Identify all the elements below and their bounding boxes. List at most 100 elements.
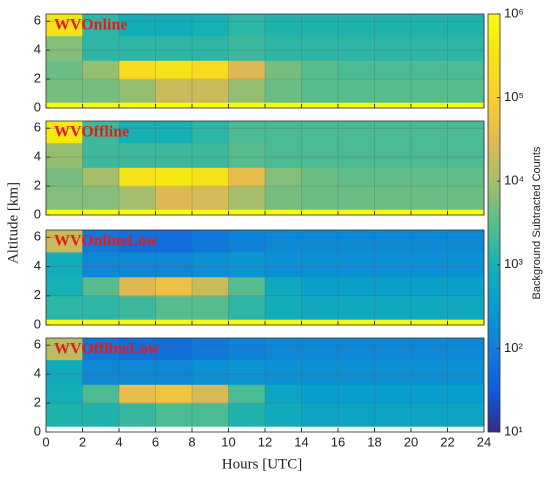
heatmap-cell (155, 186, 193, 210)
heatmap-cell (82, 35, 120, 61)
heatmap-cell (228, 167, 266, 187)
heatmap-cell (338, 276, 375, 297)
heatmap-cell (374, 319, 412, 326)
heatmap-cell (192, 359, 229, 385)
heatmap-cell (338, 295, 375, 320)
heatmap-cell (192, 79, 229, 103)
heatmap-cell (46, 230, 83, 253)
heatmap-cell (374, 251, 412, 278)
colorbar-label: Background Subtracted Counts (531, 146, 543, 299)
heatmap-cell (82, 14, 120, 37)
heatmap-cell (82, 121, 120, 144)
heatmap-cell (301, 35, 339, 61)
heatmap-cell (265, 79, 302, 103)
heatmap-cell (338, 251, 375, 278)
heatmap-cell (82, 295, 120, 320)
heatmap-cell (228, 384, 266, 404)
heatmap-cell (82, 276, 120, 297)
heatmap-cell (301, 102, 339, 109)
heatmap-cell (82, 186, 120, 210)
heatmap-cell (301, 186, 339, 210)
heatmap-cell (301, 276, 339, 297)
colorbar-tick-label: 10¹ (504, 423, 523, 438)
heatmap-cell (119, 319, 156, 326)
x-tick-label: 24 (477, 434, 491, 449)
x-tick-label: 4 (115, 434, 122, 449)
heatmap-cell (155, 121, 193, 144)
heatmap-cell (82, 142, 120, 168)
heatmap-cell (374, 121, 412, 144)
heatmap-cell (338, 403, 375, 427)
heatmap-cell (411, 276, 448, 297)
heatmap-cell (228, 251, 266, 278)
heatmap-cell (119, 384, 156, 404)
heatmap-cell (46, 142, 83, 168)
y-tick-label: 0 (34, 423, 41, 438)
heatmap-cell (374, 60, 412, 80)
colorbar-tick-label: 10² (504, 340, 523, 355)
y-axis-label: Altitude [km] (5, 182, 21, 264)
heatmap-cell (155, 209, 193, 216)
y-tick-label: 4 (34, 149, 41, 164)
heatmap-cell (82, 167, 120, 187)
y-tick-label: 6 (34, 229, 41, 244)
heatmap-cell (119, 403, 156, 427)
heatmap-cell (192, 209, 229, 216)
heatmap-cell (228, 60, 266, 80)
heatmap-cell (119, 35, 156, 61)
heatmap-cell (265, 359, 302, 385)
heatmap-cell (411, 60, 448, 80)
heatmap-cell (374, 209, 412, 216)
heatmap-cell (265, 276, 302, 297)
heatmap-cell (338, 14, 375, 37)
x-tick-label: 10 (221, 434, 235, 449)
heatmap-cell (228, 403, 266, 427)
heatmap-cell (447, 186, 485, 210)
heatmap-cell (119, 276, 156, 297)
heatmap-cell (228, 102, 266, 109)
heatmap-cell (192, 167, 229, 187)
heatmap-cell (374, 338, 412, 361)
heatmap-cell (192, 319, 229, 326)
heatmap-cell (374, 102, 412, 109)
heatmap-cell (192, 60, 229, 80)
heatmap-cell (411, 251, 448, 278)
heatmap-cell (82, 79, 120, 103)
heatmap-cell (82, 209, 120, 216)
heatmap-cell (301, 14, 339, 37)
heatmap-cell (119, 121, 156, 144)
heatmap-cell (374, 359, 412, 385)
heatmap-cell (119, 167, 156, 187)
heatmap-cell (411, 35, 448, 61)
heatmap-cell (265, 319, 302, 326)
y-tick-label: 2 (34, 71, 41, 86)
heatmap-cell (374, 230, 412, 253)
plot-frame (45, 13, 485, 109)
heatmap-cell (447, 14, 485, 37)
heatmap-cell (228, 35, 266, 61)
heatmap-cell (228, 186, 266, 210)
y-tick-label: 0 (34, 99, 41, 114)
heatmap-cell (447, 35, 485, 61)
heatmap-cell (82, 403, 120, 427)
heatmap-cell (228, 230, 266, 253)
heatmap-cell (301, 60, 339, 80)
heatmap-cell (192, 35, 229, 61)
x-axis-label: Hours [UTC] (222, 456, 302, 472)
heatmap-cell (46, 209, 83, 216)
heatmap-cell (46, 384, 83, 404)
heatmap-cell (46, 79, 83, 103)
heatmap-cell (265, 167, 302, 187)
heatmap-cell (265, 14, 302, 37)
x-tick-label: 14 (294, 434, 308, 449)
colorbar-tick-label: 10⁶ (504, 5, 524, 20)
heatmap-cell (155, 230, 193, 253)
heatmap-cell (265, 338, 302, 361)
heatmap-cell (82, 102, 120, 109)
heatmap-cell (192, 251, 229, 278)
heatmap-cell (82, 384, 120, 404)
heatmap-cell (338, 35, 375, 61)
heatmap-cell (119, 338, 156, 361)
heatmap-cell (411, 186, 448, 210)
